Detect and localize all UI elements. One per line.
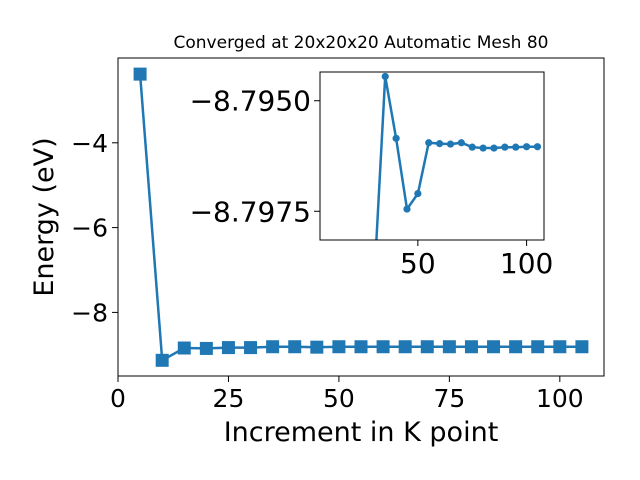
inset-data-point [512, 143, 520, 151]
x-axis-label: Increment in K point [224, 417, 499, 448]
inset-data-point [501, 143, 509, 151]
data-point [133, 67, 147, 81]
data-point [575, 340, 589, 354]
data-point [442, 340, 456, 354]
data-point [177, 341, 191, 355]
inset-x-tick-label: 100 [500, 247, 553, 280]
data-point [221, 341, 235, 355]
inset-data-point [479, 144, 487, 152]
data-point [553, 340, 567, 354]
series-energy [133, 67, 589, 367]
data-point [398, 340, 412, 354]
inset-data-point [436, 140, 444, 148]
data-point [244, 341, 258, 355]
y-axis-ticks: −8 −6 −4 [71, 129, 118, 327]
x-tick-label: 75 [433, 384, 465, 413]
inset-series-energy [375, 72, 542, 240]
x-tick-label: 25 [213, 384, 245, 413]
data-point [487, 340, 501, 354]
inset-data-point [381, 72, 389, 81]
inset-series-line [375, 76, 538, 240]
data-point [155, 353, 169, 367]
main-plot-frame [117, 57, 605, 377]
x-tick-label: 50 [323, 384, 355, 413]
inset-data-point [425, 139, 433, 147]
data-point [464, 340, 478, 354]
x-tick-label: 100 [536, 384, 584, 413]
x-axis-ticks: 0 25 50 75 100 [110, 376, 584, 413]
chart-title: Converged at 20x20x20 Automatic Mesh 80 [174, 33, 549, 53]
data-point [310, 340, 324, 354]
data-point [288, 340, 302, 354]
inset-data-point [457, 139, 465, 147]
inset-data-point [414, 189, 422, 198]
data-point [509, 340, 523, 354]
inset-data-point [533, 143, 542, 151]
data-point [266, 340, 280, 354]
inset-data-point [523, 143, 531, 151]
x-tick-label: 0 [110, 384, 126, 413]
data-point [376, 340, 390, 354]
inset-x-axis-ticks: 50 100 [400, 240, 553, 280]
y-tick-label: −6 [71, 214, 108, 243]
inset-y-tick-label: −8.7950 [190, 85, 311, 118]
inset-tick-label-backdrop [176, 81, 313, 118]
data-point [199, 341, 213, 355]
inset-data-point [490, 144, 498, 152]
inset-data-point [468, 143, 476, 151]
inset-data-point [446, 140, 455, 148]
inset-y-tick-label: −8.7975 [190, 195, 311, 228]
data-point [531, 340, 545, 354]
inset-data-point [392, 134, 400, 142]
y-tick-label: −4 [71, 129, 108, 158]
inset-x-tick-label: 50 [400, 247, 436, 280]
data-point [420, 340, 434, 354]
inset-y-axis-ticks: −8.7975 −8.7950 [176, 81, 320, 229]
inset-plot-frame [319, 71, 545, 241]
data-point [332, 340, 346, 354]
data-point [354, 340, 368, 354]
y-axis-label: Energy (eV) [29, 137, 60, 296]
inset-background [320, 72, 544, 240]
inset-data-point [403, 205, 411, 213]
inset-tick-label-backdrop [176, 192, 313, 229]
y-tick-label: −8 [71, 298, 108, 327]
